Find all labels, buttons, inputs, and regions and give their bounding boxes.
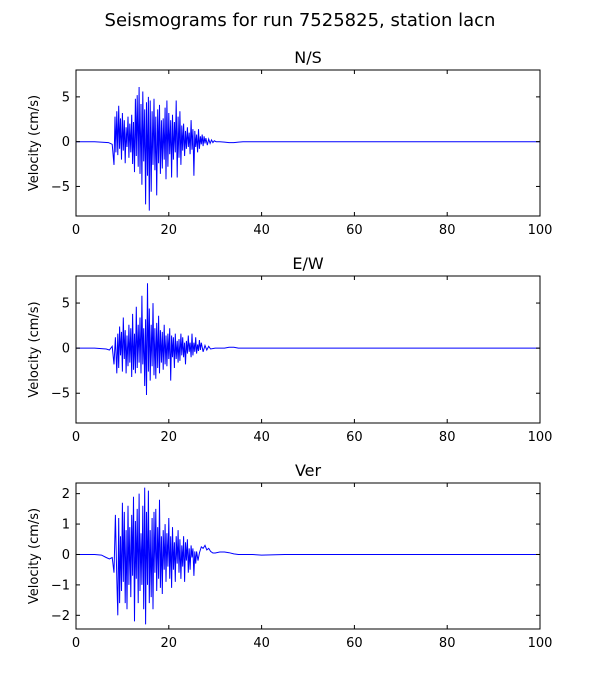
axes-frame — [75, 69, 541, 217]
x-tick-label: 20 — [161, 636, 178, 651]
x-tick-label: 0 — [72, 636, 80, 651]
y-tick-label: 0 — [62, 548, 70, 563]
x-tick-label: 100 — [528, 430, 553, 445]
x-tick-label: 40 — [253, 430, 270, 445]
panel-title: Ver — [295, 461, 322, 480]
figure-title: Seismograms for run 7525825, station lac… — [104, 10, 496, 31]
x-tick-label: 80 — [439, 430, 456, 445]
y-axis-label: Velocity (cm/s) — [27, 508, 42, 604]
x-tick-label: 100 — [528, 223, 553, 238]
panel-title: E/W — [292, 254, 324, 273]
y-tick-label: −5 — [51, 180, 70, 195]
x-tick-label: 40 — [253, 223, 270, 238]
y-tick-label: 1 — [62, 518, 70, 533]
x-tick-label: 0 — [72, 430, 80, 445]
panel-3: Ver 0 20 40 60 80 100 2 1 0 −1 −2 Velocity (cm/s) — [27, 461, 552, 651]
y-tick-label: 0 — [62, 342, 70, 357]
velocity-trace — [76, 487, 540, 625]
x-tick-label: 40 — [253, 636, 270, 651]
y-tick-label: 5 — [62, 297, 70, 312]
y-tick-label: −2 — [51, 609, 70, 624]
x-tick-label: 80 — [439, 636, 456, 651]
y-tick-label: −1 — [51, 578, 70, 593]
axes-frame — [75, 482, 541, 630]
x-tick-label: 80 — [439, 223, 456, 238]
panel-2: E/W 0 20 40 60 80 100 5 0 −5 Velocity (cm/s) — [27, 254, 552, 445]
x-tick-label: 60 — [346, 430, 363, 445]
panel-1: N/S 0 20 40 60 80 100 5 0 −5 Velocity (cm/s) — [27, 48, 552, 238]
axes-frame — [75, 275, 541, 424]
y-tick-label: 2 — [62, 487, 70, 502]
y-axis-label: Velocity (cm/s) — [27, 301, 42, 397]
x-tick-label: 60 — [346, 223, 363, 238]
y-axis-label: Velocity (cm/s) — [27, 95, 42, 191]
x-tick-label: 100 — [528, 636, 553, 651]
y-tick-label: −5 — [51, 387, 70, 402]
y-tick-label: 0 — [62, 135, 70, 150]
x-tick-label: 20 — [161, 223, 178, 238]
y-tick-label: 5 — [62, 90, 70, 105]
x-tick-label: 60 — [346, 636, 363, 651]
x-tick-label: 0 — [72, 223, 80, 238]
panel-title: N/S — [294, 48, 322, 67]
velocity-trace — [76, 283, 540, 396]
velocity-trace — [76, 86, 540, 211]
x-tick-label: 20 — [161, 430, 178, 445]
